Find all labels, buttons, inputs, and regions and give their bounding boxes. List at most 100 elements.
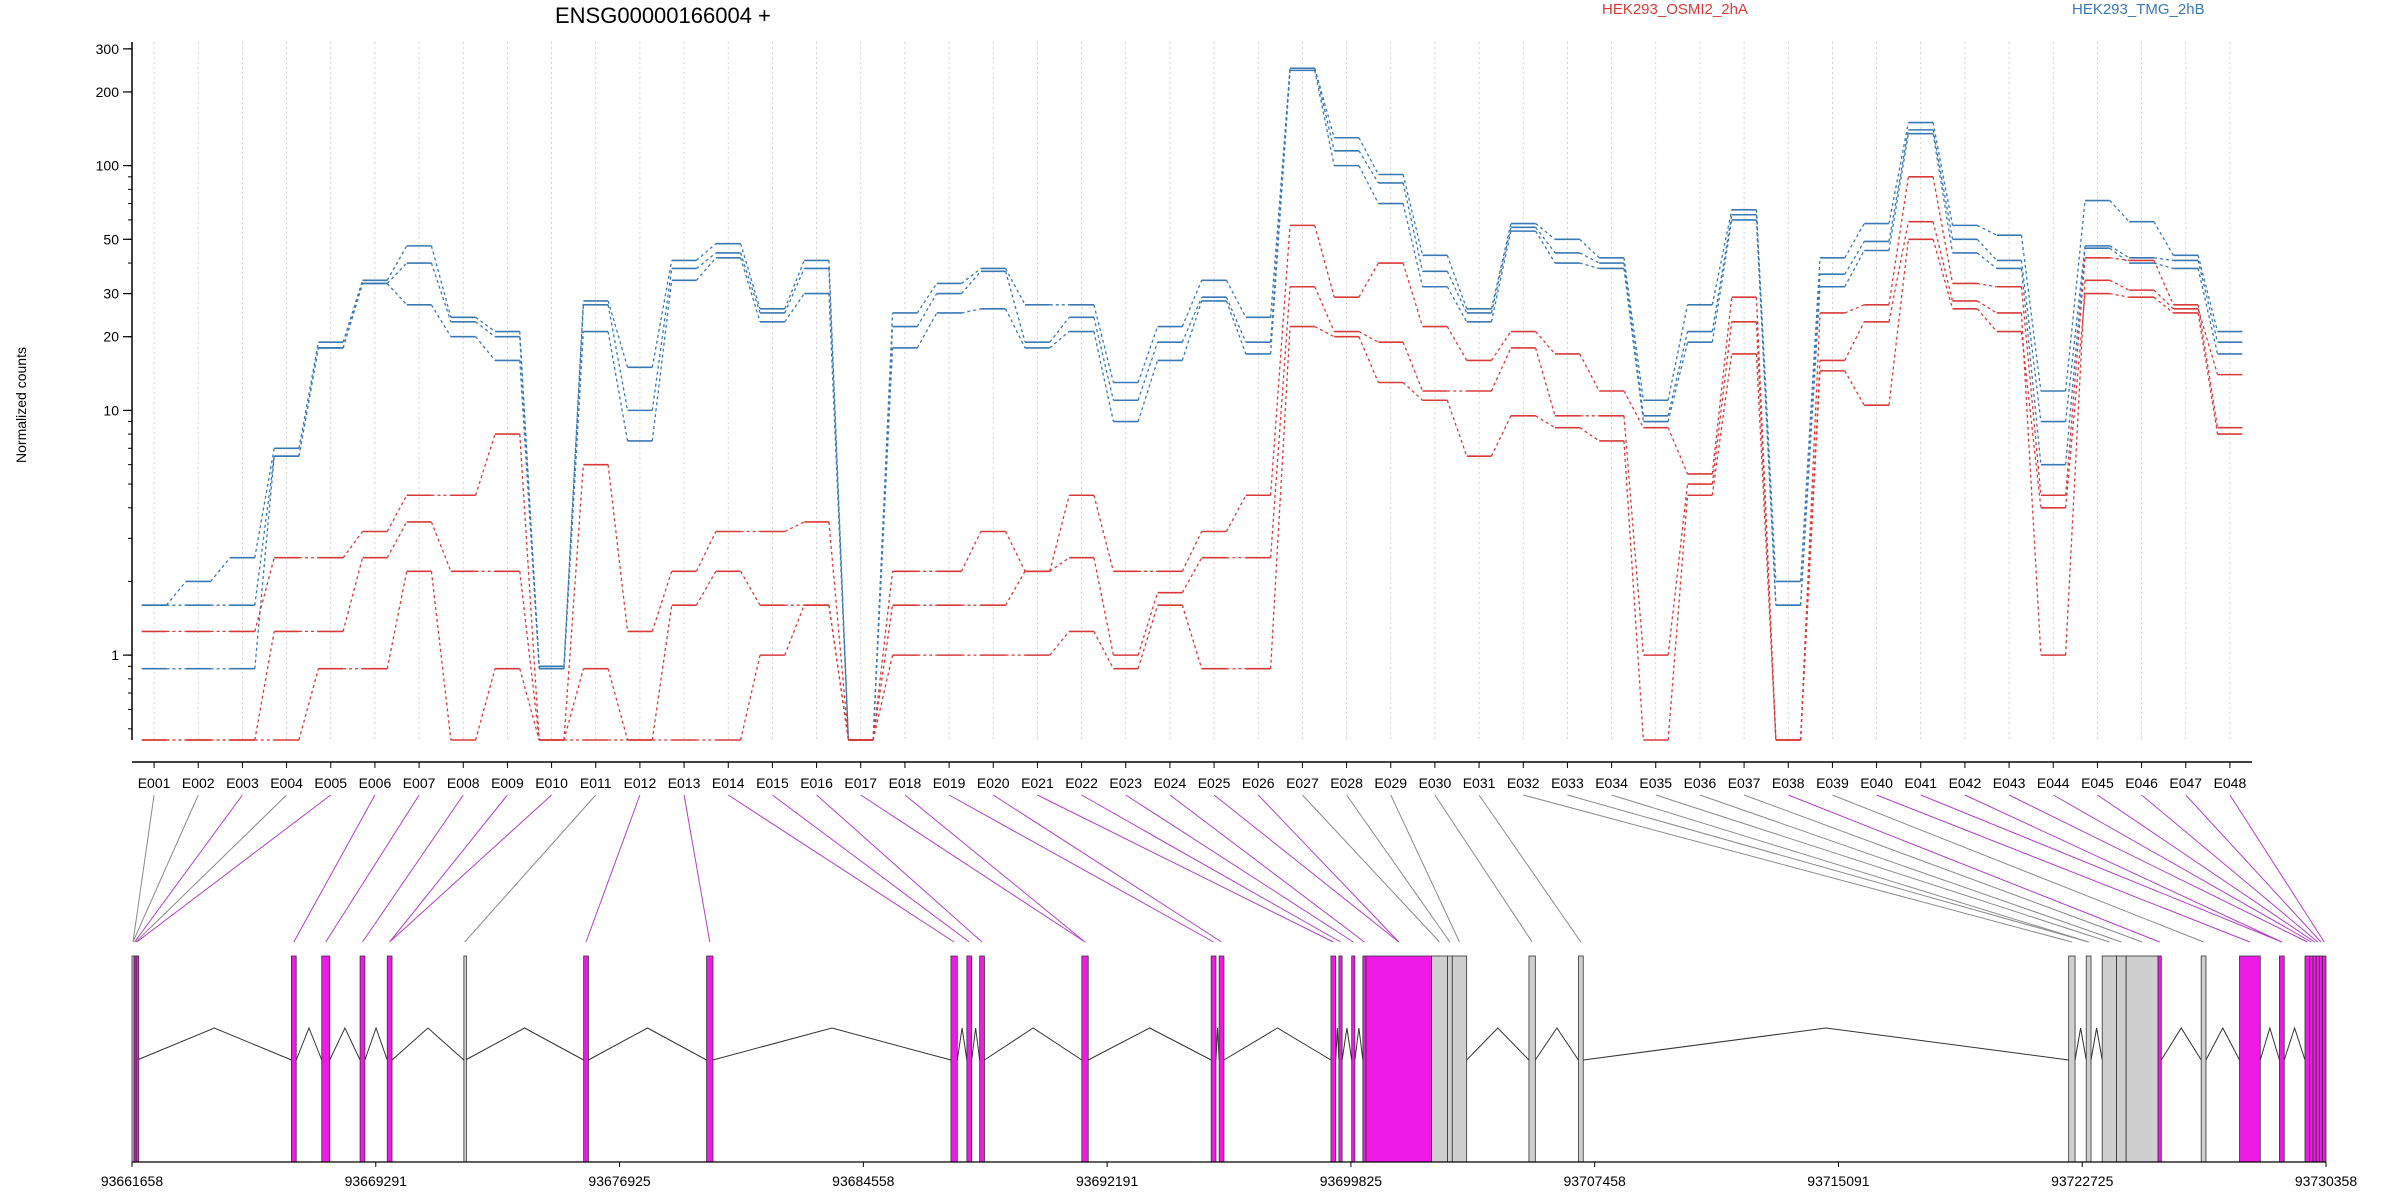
exon-box (1578, 955, 1584, 1163)
series-transition (1667, 495, 1689, 741)
series-transition (1181, 604, 1203, 669)
series-transition (386, 283, 408, 306)
series-transition (1976, 252, 1998, 269)
x-tick-label: E033 (1551, 775, 1584, 791)
x-tick-label: E015 (756, 775, 789, 791)
exon-box (1451, 955, 1468, 1163)
series-transition (2064, 280, 2086, 656)
series-transition (872, 571, 894, 741)
x-tick-label: E028 (1330, 775, 1363, 791)
series-transition (254, 456, 275, 606)
series-transition (1137, 592, 1159, 656)
series-transition (1269, 225, 1291, 496)
intron-line (295, 1026, 323, 1061)
series-transition (1977, 282, 1997, 288)
series-transition (1490, 227, 1512, 314)
series-transition (1225, 296, 1247, 343)
series-transition (1623, 415, 1645, 656)
series-transition (651, 280, 673, 442)
exon-connector (2141, 794, 2319, 943)
series-transition (2109, 247, 2130, 264)
series-transition (519, 668, 540, 741)
series-transition (607, 668, 629, 741)
series-transition (1181, 280, 1203, 327)
series-transition (1446, 271, 1468, 314)
series-transition (1888, 221, 1910, 322)
series-transition (1446, 326, 1468, 361)
y-tick-label: 100 (96, 158, 120, 174)
series-transition (1358, 336, 1379, 383)
series-transition (739, 654, 761, 741)
series-transition (1799, 286, 1821, 606)
series-transition (739, 257, 761, 323)
series-transition (2109, 245, 2130, 259)
series-transition (1181, 300, 1203, 361)
series-lines (141, 67, 2243, 741)
series-transition (342, 280, 364, 343)
series-transition (1402, 262, 1424, 327)
series-transition (2020, 260, 2042, 422)
series-transition (1623, 257, 1645, 401)
series-transition (1667, 342, 1689, 422)
exon-box (1330, 955, 1337, 1163)
series-transition (607, 304, 629, 411)
series-transition (696, 243, 717, 261)
series-transition (1799, 370, 1821, 741)
series-transition (1358, 165, 1379, 204)
series-transition (298, 668, 320, 741)
series-transition (1711, 321, 1733, 485)
series-transition (1976, 308, 1998, 332)
series-transition (1446, 400, 1468, 457)
exon-box (386, 955, 393, 1163)
series-transition (474, 433, 496, 496)
series-transition (1314, 225, 1335, 298)
intron-line (1335, 1027, 1340, 1061)
series-transition (1137, 604, 1159, 669)
series-transition (784, 521, 805, 533)
series-transition (1005, 308, 1026, 349)
series-transition (386, 571, 408, 669)
exon-connector (1788, 794, 2160, 943)
exon-connector (1434, 794, 1533, 943)
x-tick-label: E031 (1463, 775, 1496, 791)
x-tick-label: E021 (1021, 775, 1054, 791)
series-transition (1269, 70, 1291, 355)
y-axis-label: Normalized counts (13, 347, 29, 463)
intron-line (2205, 1026, 2240, 1061)
series-transition (475, 336, 496, 361)
series-transition (1579, 262, 1600, 270)
x-tick-label: E032 (1507, 775, 1540, 791)
intron-line (712, 1027, 952, 1061)
series-transition (1711, 214, 1733, 332)
series-transition (1005, 570, 1026, 606)
intron-line (2160, 1027, 2202, 1061)
intron-line (1087, 1027, 1212, 1061)
exon-connector (1257, 794, 1400, 943)
series-transition (1093, 557, 1115, 656)
intron-line (1215, 1027, 1220, 1061)
series-transition (1093, 317, 1115, 401)
coordinate-label: 93676925 (588, 1173, 651, 1189)
series-transition (1181, 296, 1203, 343)
series-6 (141, 238, 2243, 741)
series-transition (298, 342, 320, 449)
series-transition (651, 260, 673, 368)
series-transition (2197, 260, 2219, 343)
intron-line (984, 1027, 1083, 1061)
series-transition (1755, 297, 1777, 741)
series-5 (141, 220, 2243, 741)
x-axis: E001 E002 E003 E004 E005 E006 E007 E008 E009 E010… (132, 761, 2252, 791)
x-tick-label: E034 (1595, 775, 1628, 791)
series-transition (961, 308, 982, 314)
series-transition (784, 604, 805, 656)
series-transition (1402, 382, 1423, 401)
x-tick-label: E037 (1728, 775, 1761, 791)
series-transition (1358, 150, 1379, 184)
exon-connector (1743, 794, 2143, 943)
exon-box (359, 955, 366, 1163)
series-transition (1844, 304, 1865, 314)
exon-box (966, 955, 973, 1163)
series-1 (141, 67, 2243, 741)
x-tick-label: E002 (182, 775, 215, 791)
series-transition (1579, 252, 1600, 264)
